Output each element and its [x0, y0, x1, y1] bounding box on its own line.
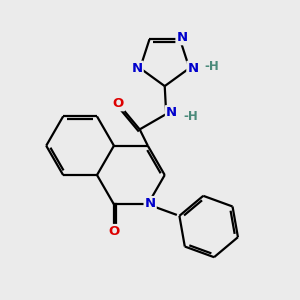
Text: N: N	[166, 106, 177, 119]
Text: N: N	[132, 62, 143, 75]
Text: -H: -H	[183, 110, 198, 123]
Text: O: O	[108, 225, 120, 238]
Text: N: N	[176, 31, 188, 44]
Text: N: N	[145, 197, 156, 210]
Text: O: O	[113, 97, 124, 110]
Text: -H: -H	[205, 60, 219, 73]
Text: N: N	[187, 62, 199, 75]
